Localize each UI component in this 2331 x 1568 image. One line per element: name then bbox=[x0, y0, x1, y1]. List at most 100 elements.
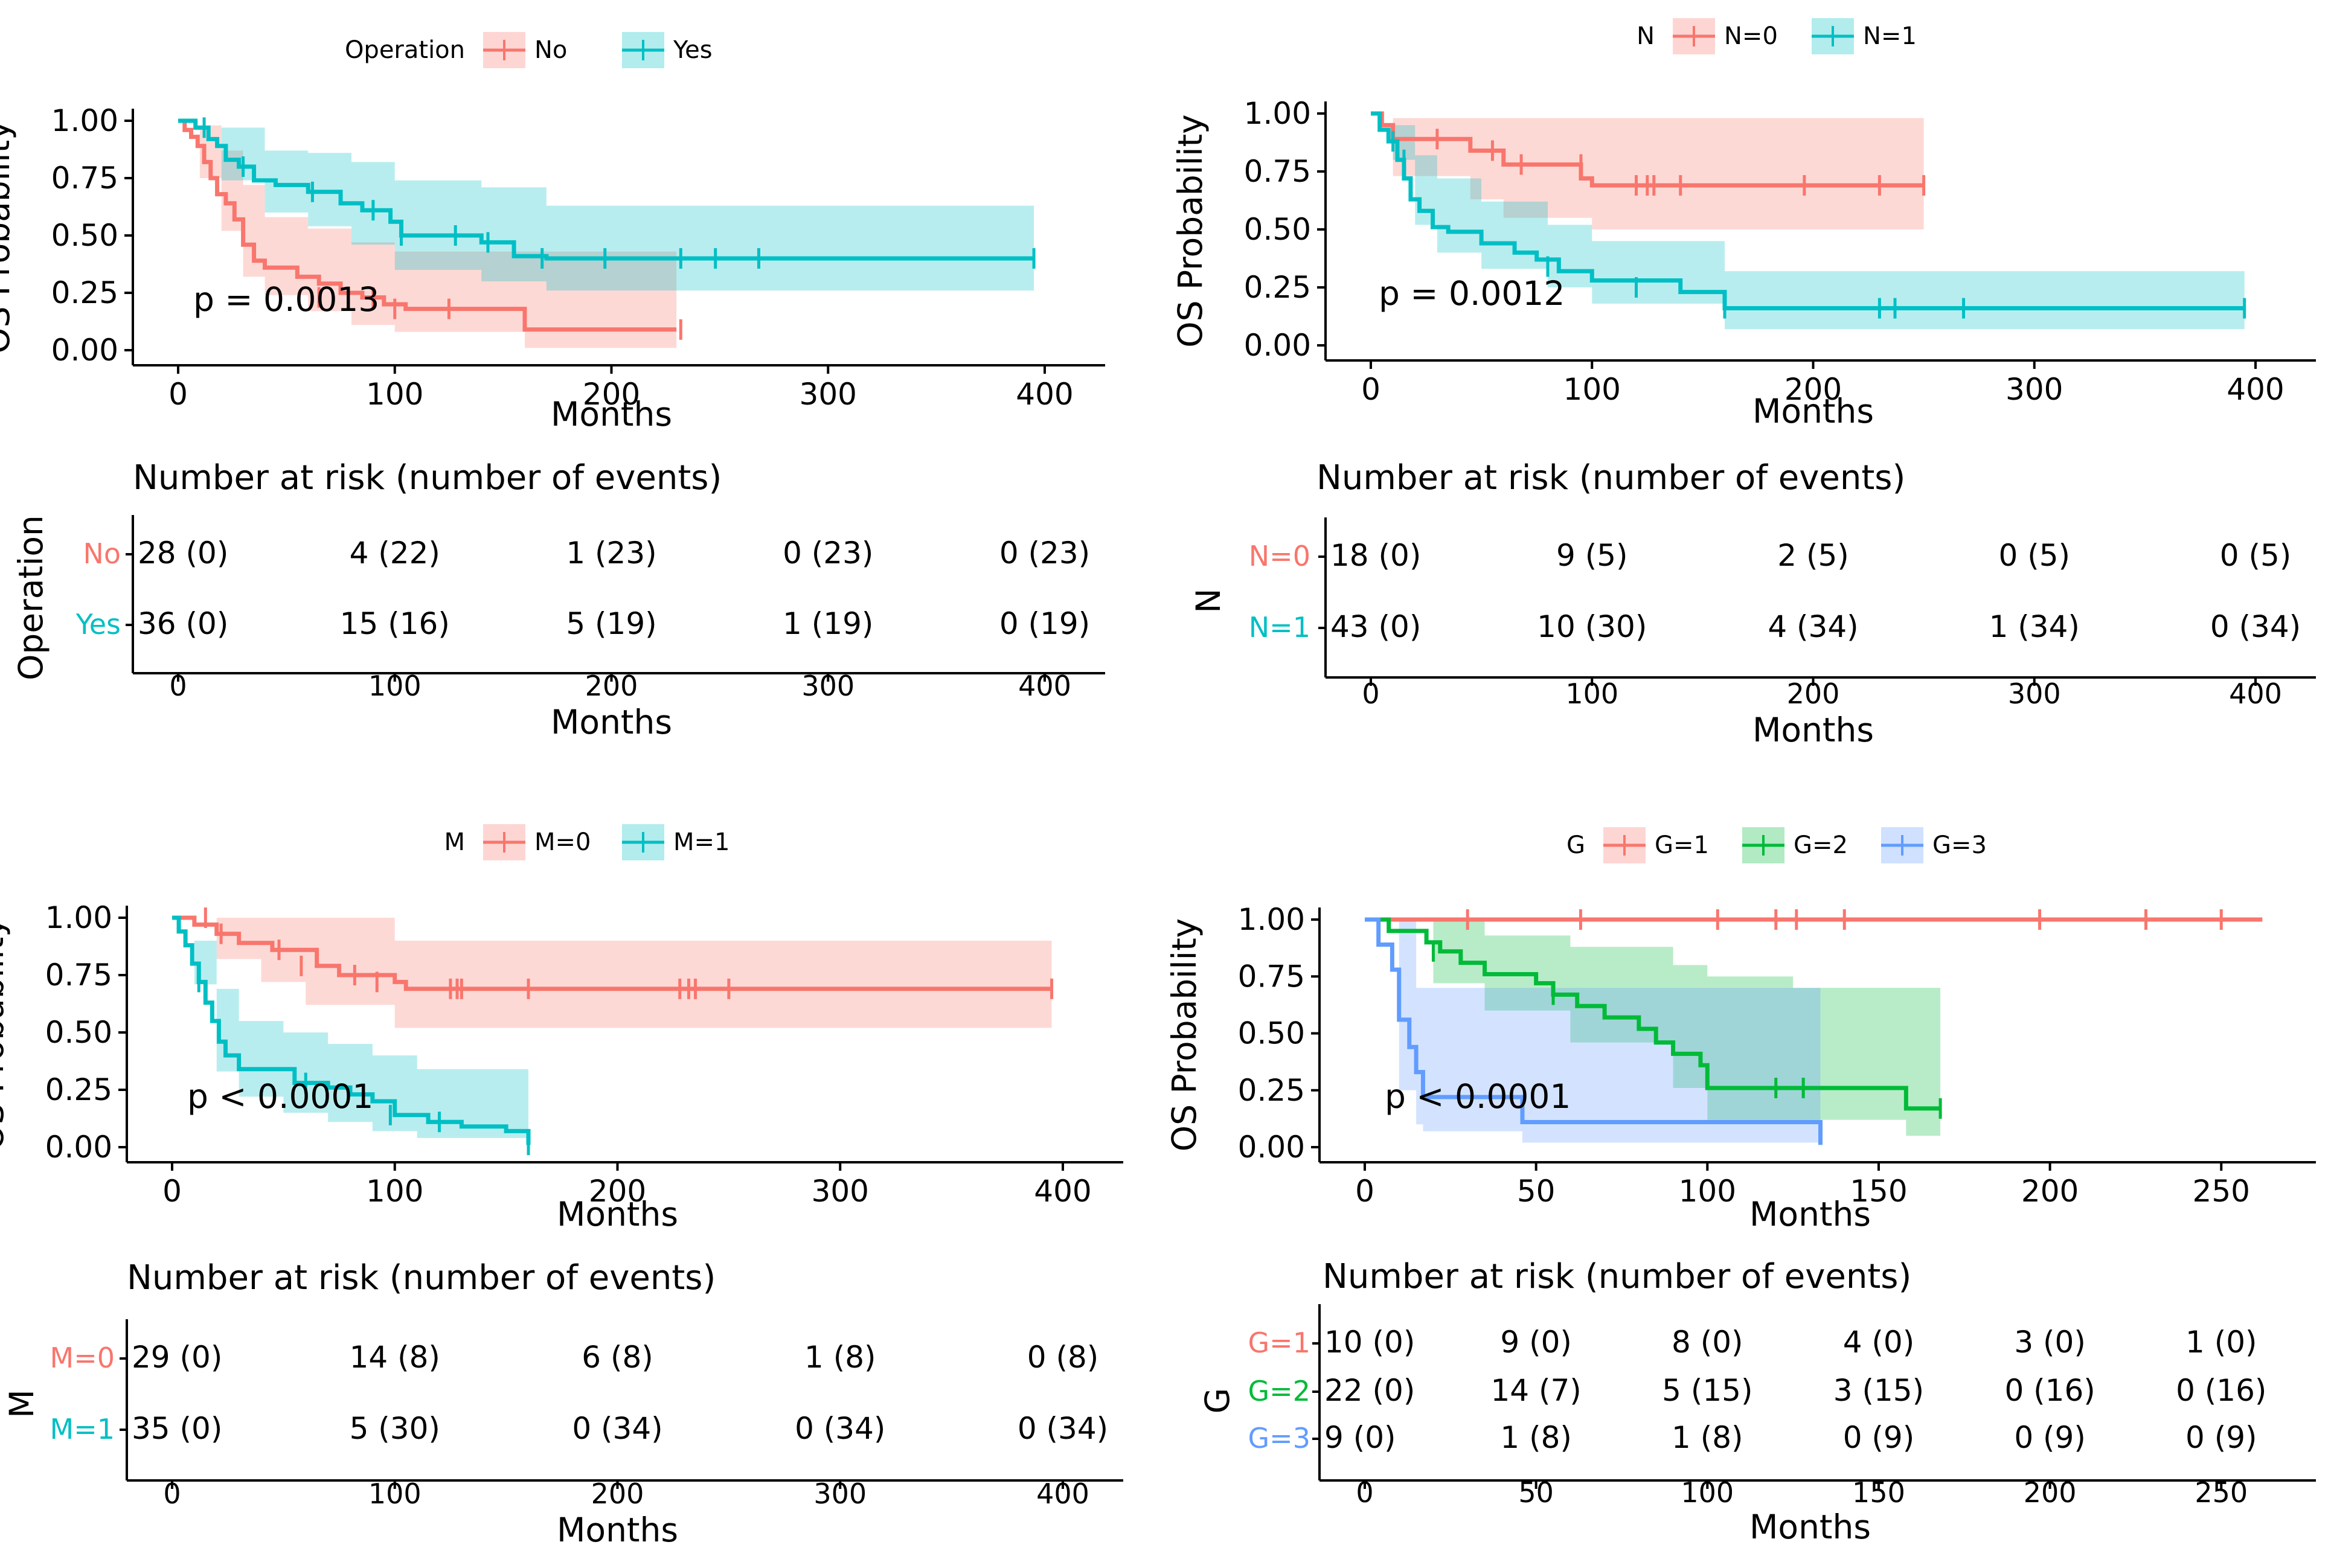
legend-title: Operation bbox=[345, 36, 465, 64]
risk-table-cell: 2 (5) bbox=[1777, 538, 1849, 573]
risk-table-cell: 14 (7) bbox=[1490, 1373, 1581, 1408]
legend-label: G=2 bbox=[1794, 831, 1848, 859]
ci-band-no bbox=[178, 121, 677, 348]
risk-table-cell: 43 (0) bbox=[1330, 609, 1421, 644]
risk-table-x-tick-label: 50 bbox=[1518, 1476, 1554, 1509]
y-tick-label: 1.00 bbox=[1244, 96, 1311, 131]
risk-table-title: Number at risk (number of events) bbox=[127, 1258, 716, 1298]
legend-label: M=0 bbox=[534, 828, 591, 856]
y-tick-label: 1.00 bbox=[45, 900, 112, 935]
risk-table-x-tick-label: 250 bbox=[2195, 1476, 2248, 1509]
risk-table-title: Number at risk (number of events) bbox=[133, 458, 722, 498]
risk-table-x-tick-label: 300 bbox=[801, 670, 854, 702]
risk-table-cell: 10 (30) bbox=[1537, 609, 1647, 644]
ci-band-m1 bbox=[172, 918, 528, 1147]
risk-table-cell: 1 (23) bbox=[566, 536, 656, 571]
x-axis-label: Months bbox=[1749, 1195, 1871, 1234]
risk-table-x-tick-label: 300 bbox=[813, 1477, 867, 1510]
survival-line-n1 bbox=[1371, 111, 2245, 311]
risk-table-x-tick-label: 200 bbox=[585, 670, 638, 702]
risk-table-cell: 1 (0) bbox=[2185, 1325, 2257, 1360]
risk-table-x-axis-label: Months bbox=[1752, 711, 1874, 749]
risk-table-cell: 1 (8) bbox=[1500, 1420, 1572, 1455]
risk-table-x-tick-label: 100 bbox=[368, 670, 422, 702]
legend: M M=0 M=1 bbox=[444, 824, 729, 860]
x-tick-label: 200 bbox=[583, 377, 640, 412]
x-tick-label: 400 bbox=[1016, 377, 1073, 412]
y-tick-label: 0.75 bbox=[45, 958, 112, 993]
risk-table-strata-title: M bbox=[2, 1389, 41, 1418]
survival-line-no bbox=[178, 118, 677, 332]
risk-table-x-tick-label: 100 bbox=[1565, 677, 1618, 710]
risk-table-stratum-label: Yes bbox=[75, 608, 121, 641]
risk-table-strata-title: Operation bbox=[11, 515, 50, 680]
risk-table-cell: 9 (0) bbox=[1500, 1325, 1572, 1360]
legend-label: Yes bbox=[673, 36, 713, 64]
risk-table-cell: 8 (0) bbox=[1672, 1325, 1743, 1360]
y-tick-label: 0.50 bbox=[1238, 1016, 1305, 1051]
x-tick-label: 100 bbox=[366, 1174, 423, 1209]
legend: N N=0 N=1 bbox=[1637, 18, 1917, 54]
x-tick-label: 0 bbox=[1355, 1174, 1374, 1209]
risk-table-x-tick-label: 400 bbox=[1018, 670, 1071, 702]
survival-line-n0 bbox=[1371, 111, 1924, 188]
p-value: p < 0.0001 bbox=[187, 1077, 373, 1116]
risk-table-x-tick-label: 100 bbox=[368, 1477, 422, 1510]
risk-table-cell: 0 (34) bbox=[572, 1411, 662, 1446]
survival-line-yes bbox=[178, 118, 1034, 261]
survival-line-g3 bbox=[1365, 917, 1823, 1145]
risk-table-cell: 0 (5) bbox=[2220, 538, 2292, 573]
risk-table-cell: 4 (0) bbox=[1843, 1325, 1915, 1360]
x-tick-label: 0 bbox=[1361, 372, 1380, 407]
x-tick-label: 300 bbox=[812, 1174, 869, 1209]
y-tick-label: 0.25 bbox=[1244, 270, 1311, 305]
km-panel-g: G G=1 G=2 G=3 0.00 0.25 0.50 0.75 1.00 0 50 100 150 2… bbox=[1165, 827, 2316, 1546]
risk-table-cell: 18 (0) bbox=[1330, 538, 1421, 573]
ci-band-yes bbox=[178, 121, 1034, 291]
y-tick-label: 0.25 bbox=[45, 1072, 112, 1107]
legend-label: N=0 bbox=[1724, 22, 1778, 50]
y-tick-label: 0.75 bbox=[51, 161, 118, 196]
y-tick-label: 0.00 bbox=[45, 1130, 112, 1165]
km-panel-n: N N=0 N=1 0.00 0.25 0.50 0.75 1.00 0 100 200 300 400… bbox=[1171, 18, 2316, 749]
risk-table-x-tick-label: 0 bbox=[1356, 1476, 1373, 1509]
y-tick-label: 0.75 bbox=[1238, 959, 1305, 994]
risk-table-cell: 0 (16) bbox=[2004, 1373, 2095, 1408]
risk-table-cell: 0 (23) bbox=[999, 536, 1090, 571]
ci-band-m0 bbox=[172, 918, 1052, 1028]
x-tick-label: 50 bbox=[1517, 1174, 1556, 1209]
x-tick-label: 100 bbox=[366, 377, 423, 412]
risk-table-stratum-label: No bbox=[83, 537, 121, 570]
risk-table-strata-title: G bbox=[1198, 1388, 1237, 1414]
x-tick-label: 100 bbox=[1563, 372, 1621, 407]
x-axis-label: Months bbox=[557, 1195, 678, 1234]
x-axis-label: Months bbox=[551, 395, 672, 434]
risk-table-cell: 0 (19) bbox=[999, 606, 1090, 641]
legend-label: No bbox=[534, 36, 567, 64]
legend: Operation No Yes bbox=[345, 32, 713, 68]
risk-table-strata-title: N bbox=[1189, 588, 1228, 613]
survival-line-m0 bbox=[172, 915, 1052, 991]
km-panel-m: M M=0 M=1 0.00 0.25 0.50 0.75 1.00 0 100 200 300 400… bbox=[0, 824, 1123, 1549]
risk-table-title: Number at risk (number of events) bbox=[1323, 1257, 1911, 1296]
risk-table: Number at risk (number of events) Operati… bbox=[11, 458, 1105, 741]
risk-table-cell: 10 (0) bbox=[1324, 1325, 1415, 1360]
risk-table-x-tick-label: 400 bbox=[2229, 677, 2282, 710]
x-tick-label: 300 bbox=[2006, 372, 2063, 407]
risk-table-cell: 1 (8) bbox=[804, 1340, 876, 1375]
legend-title: G bbox=[1566, 831, 1585, 859]
risk-table-cell: 9 (5) bbox=[1556, 538, 1628, 573]
y-tick-label: 1.00 bbox=[51, 103, 118, 138]
risk-table-stratum-label: M=0 bbox=[50, 1342, 115, 1374]
x-tick-label: 200 bbox=[2021, 1174, 2079, 1209]
risk-table-cell: 0 (23) bbox=[783, 536, 873, 571]
y-axis-label: OS Probability bbox=[1171, 114, 1210, 347]
legend-title: M bbox=[444, 828, 465, 856]
y-tick-label: 0.00 bbox=[51, 333, 118, 368]
legend-label: M=1 bbox=[673, 828, 729, 856]
y-tick-label: 0.25 bbox=[51, 275, 118, 310]
risk-table-cell: 0 (9) bbox=[2185, 1420, 2257, 1455]
survival-line-m1 bbox=[172, 915, 531, 1145]
